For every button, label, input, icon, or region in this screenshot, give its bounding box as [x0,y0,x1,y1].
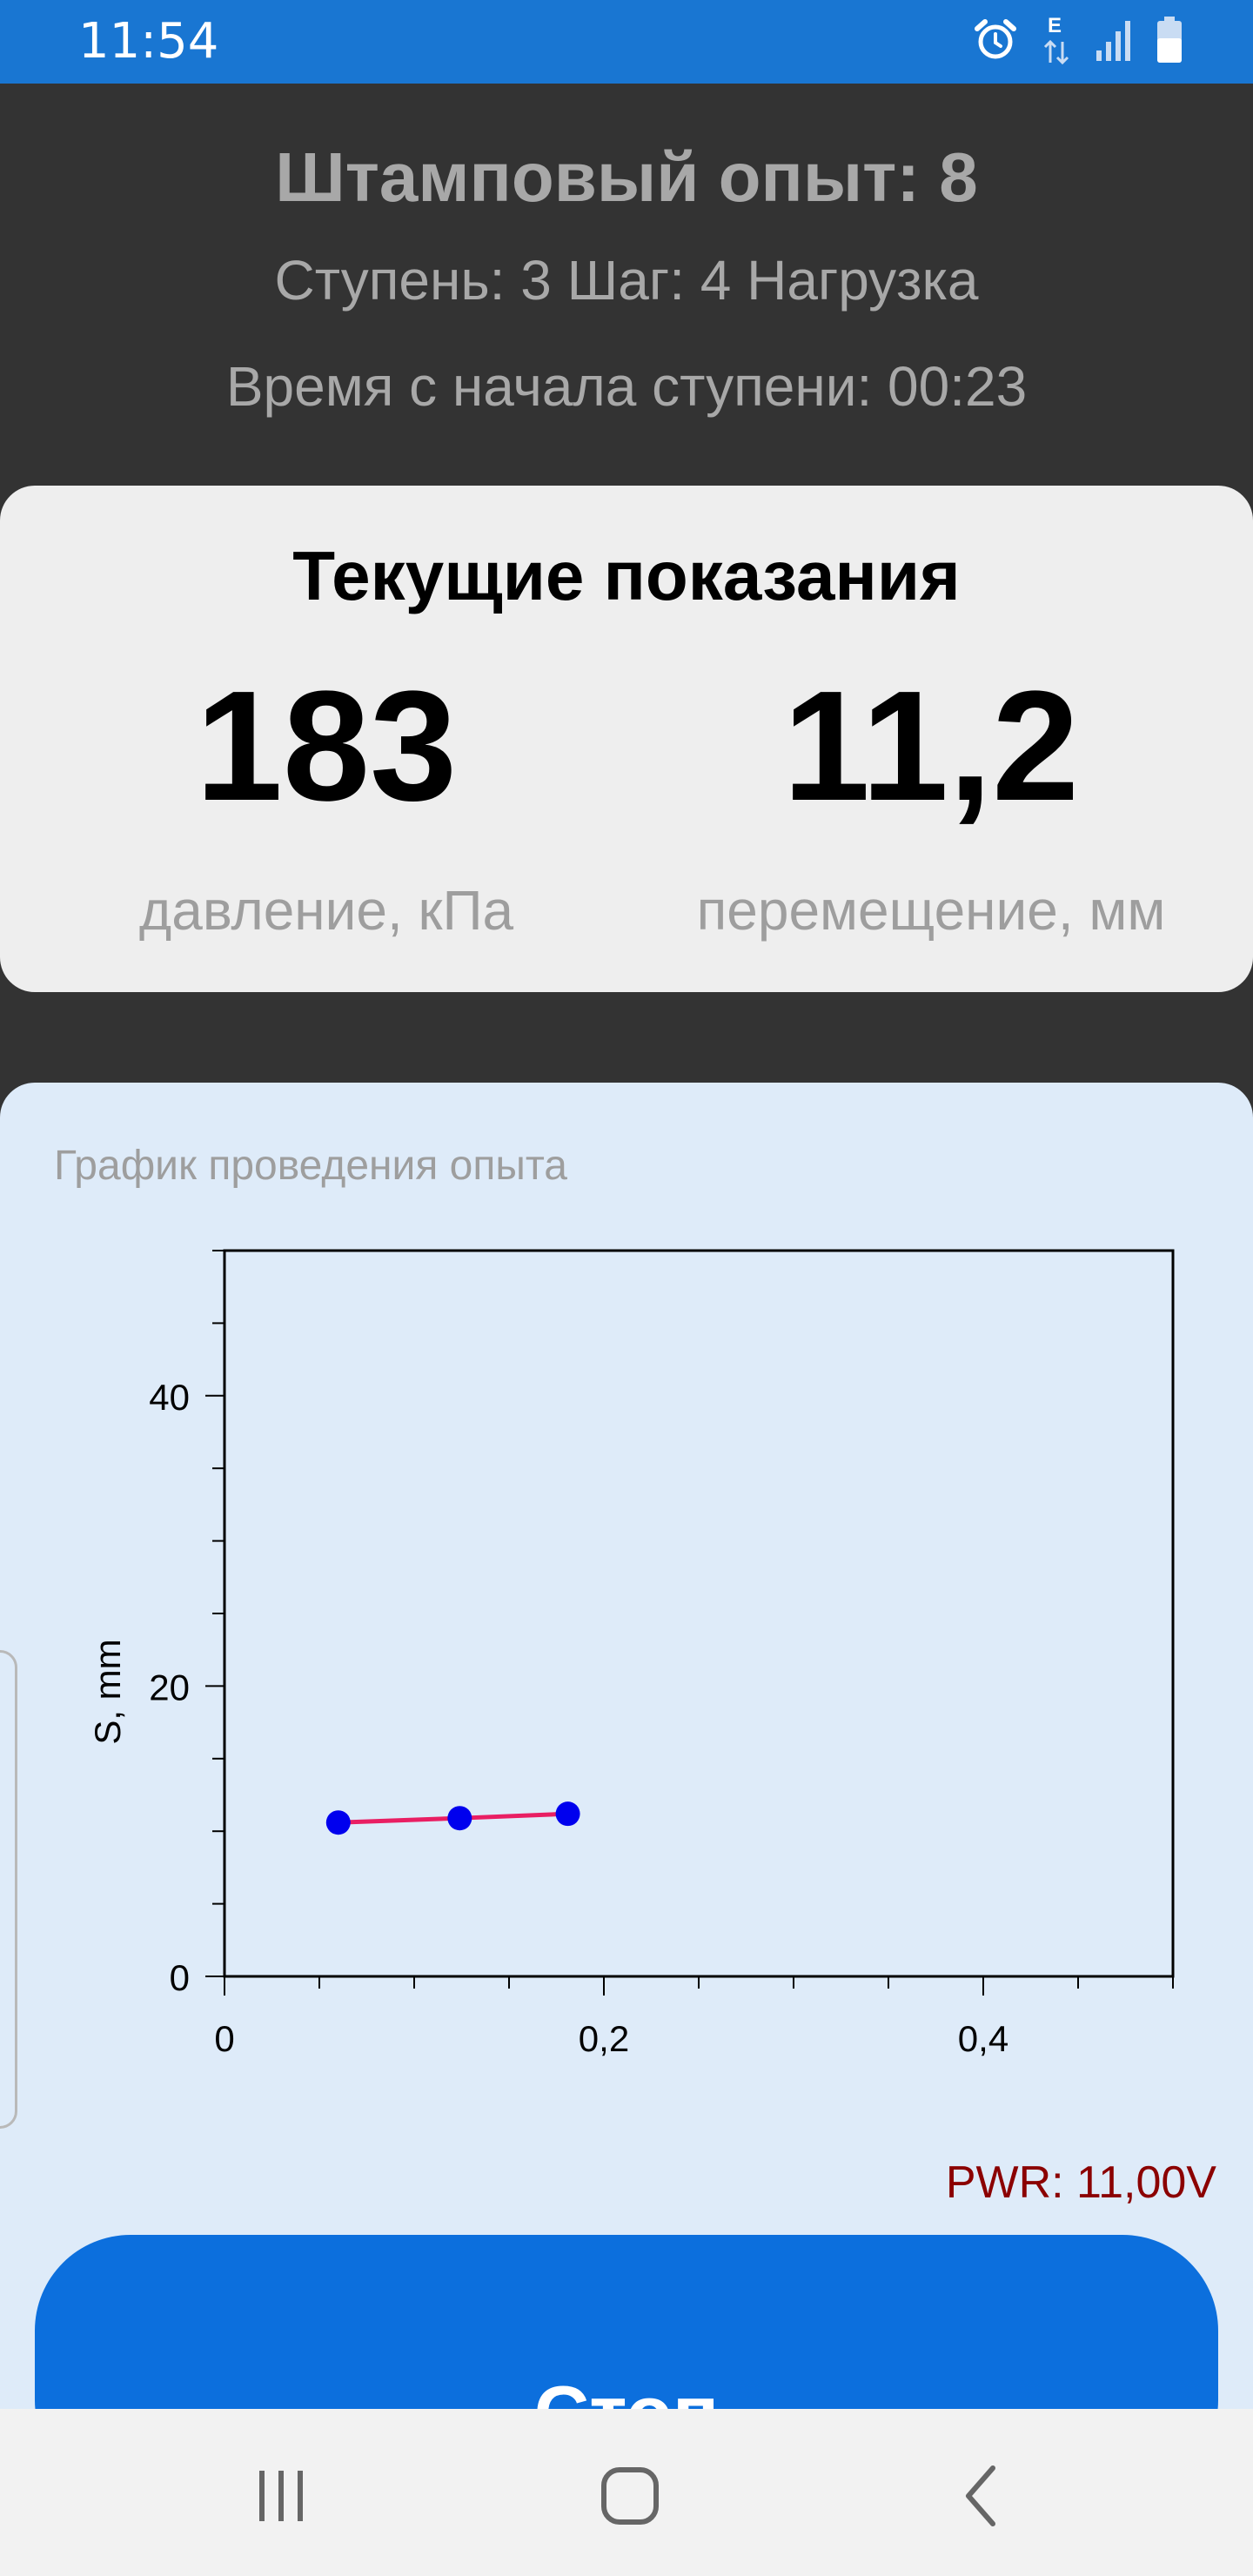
back-icon[interactable] [929,2452,1034,2539]
side-panel-handle[interactable] [0,1650,17,2129]
battery-icon [1156,16,1183,69]
x-tick-label: 0 [214,2018,234,2059]
data-e-icon: E [1041,14,1072,66]
alarm-icon [973,17,1018,67]
status-time: 11:54 [78,13,219,70]
experiment-chart: 0 20 40 0 0,2 0,4 S, mm [87,1249,1175,2059]
graph-panel: График проведения опыта 0 20 40 0 0,2 0,4 S, m… [0,1083,1253,2414]
navigation-bar [0,2409,1253,2576]
y-tick-label: 20 [149,1667,190,1707]
experiment-title: Штамповый опыт: 8 [275,138,978,216]
signal-icon [1095,17,1133,67]
home-icon[interactable] [578,2452,682,2539]
graph-title: График проведения опыта [54,1143,567,1189]
pressure-value: 183 [195,659,458,834]
displacement-label: перемещение, мм [696,879,1166,942]
status-bar: 11:54 E [0,0,1253,84]
experiment-header: Штамповый опыт: 8 Ступень: 3 Шаг: 4 Нагр… [0,84,1253,486]
x-tick-label: 0,4 [958,2018,1008,2059]
status-icons: E [973,14,1183,69]
displacement-value: 11,2 [782,659,1080,834]
data-letter: E [1048,14,1062,37]
y-tick-label: 40 [149,1377,190,1418]
data-point [325,1810,351,1835]
readings-title: Текущие показания [292,537,961,614]
data-point [555,1801,580,1827]
power-readout: PWR: 11,00V [945,2157,1216,2208]
current-readings-card: Текущие показания 183 11,2 давление, кПа… [0,486,1253,992]
x-tick-label: 0,2 [579,2018,629,2059]
elapsed-time: Время с начала ступени: 00:23 [225,355,1028,418]
step-info: Ступень: 3 Шаг: 4 Нагрузка [274,249,979,312]
pressure-label: давление, кПа [138,879,514,942]
recent-apps-icon[interactable] [229,2452,333,2539]
plot-frame [223,1249,1175,1978]
y-tick-label: 0 [170,1957,190,1998]
y-axis-label: S, mm [87,1639,128,1744]
data-point [447,1806,472,1831]
